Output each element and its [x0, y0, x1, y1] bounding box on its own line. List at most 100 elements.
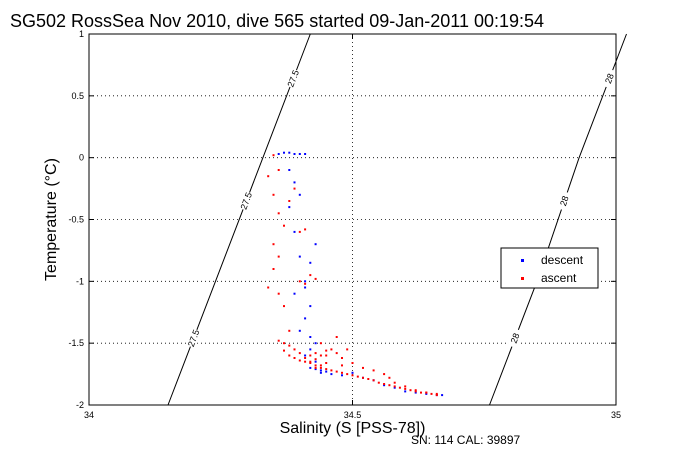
axis-ticks: 34 34.5 35 -2 -1.5 -1 -0.5 0 0.5 1: [68, 29, 621, 420]
ascent-point: [414, 390, 417, 393]
descent-point: [293, 230, 296, 233]
descent-point: [341, 374, 343, 377]
ascent-point: [314, 352, 317, 355]
ascent-point: [283, 342, 285, 345]
ascent-point: [304, 282, 307, 285]
ascent-point: [319, 366, 322, 369]
ascent-point: [309, 354, 312, 357]
ascent-point: [298, 359, 301, 362]
descent-point: [293, 181, 296, 184]
ascent-point: [309, 362, 312, 364]
ascent-point: [341, 364, 343, 367]
y-tick-label: 0.5: [71, 91, 84, 101]
descent-point: [314, 243, 317, 246]
x-tick-label: 34: [84, 410, 94, 420]
descent-point: [304, 354, 307, 357]
ascent-point: [335, 336, 338, 338]
ascent-point: [319, 354, 322, 357]
descent-point: [288, 151, 291, 154]
ascent-point: [309, 360, 312, 363]
descent-point: [314, 360, 317, 363]
y-tick-label: 1: [79, 29, 84, 39]
contour-label-bg: [285, 68, 302, 89]
ascent-point: [404, 387, 407, 390]
ascent-point: [425, 391, 428, 394]
ascent-point: [377, 381, 380, 384]
descent-point: [298, 329, 301, 332]
ascent-point: [272, 243, 275, 246]
contour-label: 28: [558, 195, 571, 208]
descent-point: [314, 368, 317, 371]
ascent-point: [388, 384, 391, 387]
ascent-point: [325, 349, 328, 352]
descent-point: [298, 255, 301, 258]
ascent-point: [393, 385, 396, 388]
ascent-point: [330, 369, 333, 372]
ascent-point: [304, 360, 307, 363]
ascent-point: [293, 348, 296, 351]
ascent-point: [325, 362, 328, 364]
ascent-point: [372, 369, 375, 372]
descent-point: [304, 286, 307, 289]
ascent-point: [404, 385, 407, 388]
descent-point: [283, 151, 285, 154]
ascent-point: [267, 286, 270, 289]
data-points: [267, 151, 444, 397]
ascent-point: [325, 368, 328, 371]
y-tick-label: -0.5: [68, 215, 84, 225]
ascent-point: [388, 376, 391, 379]
descent-point: [293, 153, 296, 155]
ascent-point: [383, 383, 386, 385]
y-tick-label: -1.5: [68, 338, 84, 348]
ascent-point: [372, 379, 375, 382]
ascent-point: [319, 364, 322, 367]
ascent-point: [362, 366, 364, 369]
ascent-point: [288, 344, 291, 347]
ascent-point: [314, 364, 317, 367]
ascent-point: [288, 354, 291, 357]
ascent-point: [277, 339, 280, 342]
descent-point: [441, 394, 444, 397]
descent-point: [325, 370, 328, 373]
descent-point: [414, 391, 417, 394]
ascent-point: [330, 348, 333, 351]
descent-point: [330, 373, 333, 376]
ascent-point: [409, 389, 412, 392]
ascent-point: [277, 255, 280, 258]
descent-point: [319, 371, 322, 374]
ascent-point: [298, 280, 301, 283]
descent-point: [293, 292, 296, 295]
ascent-point: [267, 175, 270, 178]
ascent-point: [367, 378, 370, 380]
ascent-point: [314, 358, 317, 361]
legend-box: [500, 247, 599, 289]
ascent-point: [346, 373, 349, 376]
ascent-point: [283, 224, 285, 227]
ascent-point: [288, 200, 291, 202]
ascent-point: [351, 374, 354, 377]
ascent-point: [304, 228, 307, 231]
descent-point: [314, 342, 317, 345]
contour-label-bg: [556, 190, 572, 212]
contour-label-bg: [185, 328, 202, 349]
legend-label-ascent: ascent: [541, 271, 577, 285]
ascent-point: [414, 389, 417, 392]
ascent-point: [362, 376, 364, 379]
ascent-point: [277, 292, 280, 295]
descent-point: [351, 371, 354, 374]
ascent-point: [393, 381, 396, 384]
axes-background: [89, 34, 616, 405]
legend-marker-ascent: [521, 277, 524, 280]
descent-point: [309, 336, 312, 338]
descent-point: [383, 384, 386, 387]
ascent-point: [420, 391, 422, 394]
ascent-point: [272, 154, 275, 157]
y-tick-label: -2: [76, 400, 84, 410]
x-tick-label: 35: [611, 410, 621, 420]
x-tick-label: 34.5: [344, 410, 362, 420]
legend-label-descent: descent: [541, 253, 584, 267]
ascent-point: [335, 352, 338, 355]
descent-point: [288, 169, 291, 171]
chart-title: SG502 RossSea Nov 2010, dive 565 started…: [10, 11, 544, 31]
